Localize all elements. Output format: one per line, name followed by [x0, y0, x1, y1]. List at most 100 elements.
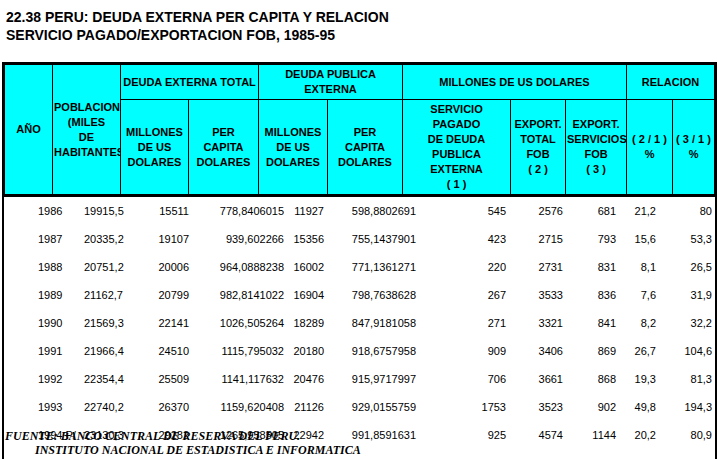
year-cell: 1991 [4, 337, 84, 365]
value-cell: 49,8 [619, 393, 659, 421]
value-cell: 194,3 [659, 393, 715, 421]
year-cell: 1993 [4, 393, 84, 421]
value-cell: 902 [566, 393, 619, 421]
value-cell: 598,8802691 [327, 197, 419, 225]
value-cell: 80 [659, 197, 715, 225]
value-cell: 2715 [509, 225, 566, 253]
value-cell: 25509 [123, 365, 192, 393]
value-cell: 925 [419, 421, 509, 449]
value-cell: 21966,4 [84, 337, 123, 365]
data-table: AÑO POBLACION (MILES DE HABITANTES) DEUD… [2, 62, 717, 459]
col-header-export-total: EXPORT. TOTAL FOB ( 2 ) [511, 100, 566, 196]
span-header-deuda-publica-externa: DEUDA PUBLICA EXTERNA [259, 65, 403, 100]
value-cell: 18289 [287, 309, 327, 337]
table-body-table: 198619915,515511778,840601511927598,8802… [4, 197, 715, 459]
value-cell: 841 [566, 309, 619, 337]
value-cell: 836 [566, 281, 619, 309]
value-cell: 19,6 [619, 449, 659, 459]
page-title: 22.38 PERU: DEUDA EXTERNA PER CAPITA Y R… [6, 8, 389, 44]
title-line-2: SERVICIO PAGADO/EXPORTACION FOB, 1985-95 [6, 26, 389, 44]
col-header-dpe-millones: MILLONES DE US DOLARES [259, 100, 328, 196]
col-header-export-servicios: EXPORT. SERVICIOS FOB ( 3 ) [566, 100, 627, 196]
value-cell: 755,1437901 [327, 225, 419, 253]
value-cell: 24510 [123, 337, 192, 365]
value-cell: 16904 [287, 281, 327, 309]
page: 22.38 PERU: DEUDA EXTERNA PER CAPITA Y R… [0, 0, 718, 459]
value-cell: 20180 [287, 337, 327, 365]
span-header-deuda-externa-total: DEUDA EXTERNA TOTAL [121, 65, 259, 100]
value-cell: 80,9 [659, 421, 715, 449]
year-cell: 1989 [4, 281, 84, 309]
value-cell: 982,8141022 [192, 281, 287, 309]
value-cell: 15511 [123, 197, 192, 225]
value-cell: 831 [566, 253, 619, 281]
value-cell: 22740,2 [84, 393, 123, 421]
value-cell: 20751,2 [84, 253, 123, 281]
table-row: 199021569,3221411026,50526418289847,9181… [4, 309, 715, 337]
value-cell: 26,7 [619, 337, 659, 365]
value-cell: 1144 [566, 421, 619, 449]
value-cell: 32,2 [659, 309, 715, 337]
value-cell: 15356 [287, 225, 327, 253]
span-header-millones-us-dolares: MILLONES DE US DOLARES [403, 65, 627, 100]
value-cell: 2731 [509, 253, 566, 281]
value-cell: 20799 [123, 281, 192, 309]
value-cell: 3523 [509, 393, 566, 421]
value-cell: 918,6757958 [327, 337, 419, 365]
value-cell: 681 [566, 197, 619, 225]
value-cell: 771,1361271 [327, 253, 419, 281]
value-cell: 22141 [123, 309, 192, 337]
value-cell: 8,1 [619, 253, 659, 281]
value-cell: 1093 [419, 449, 509, 459]
value-cell: 869 [566, 337, 619, 365]
value-cell: 21569,3 [84, 309, 123, 337]
col-header-ano: AÑO [5, 65, 53, 196]
value-cell: 267 [419, 281, 509, 309]
col-header-relacion-2-1: ( 2 / 1 ) % [627, 100, 673, 196]
value-cell: 16002 [287, 253, 327, 281]
col-header-det-millones: MILLONES DE US DOLARES [121, 100, 189, 196]
value-cell: 3406 [509, 337, 566, 365]
value-cell: 915,9717997 [327, 365, 419, 393]
value-cell: 220 [419, 253, 509, 281]
value-cell: 11927 [287, 197, 327, 225]
table-row: 198720335,219107939,60226615356755,14379… [4, 225, 715, 253]
table-row: 198619915,515511778,840601511927598,8802… [4, 197, 715, 225]
table-row: 198820751,220006964,088823816002771,1361… [4, 253, 715, 281]
table-row: 199322740,2263701159,62040821126929,0155… [4, 393, 715, 421]
value-cell: 8,2 [619, 309, 659, 337]
value-cell: 3533 [509, 281, 566, 309]
table-row: 199121966,4245101115,79503220180918,6757… [4, 337, 715, 365]
value-cell: 81,3 [659, 365, 715, 393]
value-cell: 778,8406015 [192, 197, 287, 225]
year-cell: 1988 [4, 253, 84, 281]
col-header-dpe-per-capita: PER CAPITA DOLARES [328, 100, 403, 196]
year-cell: 1992 [4, 365, 84, 393]
value-cell: 1159,620408 [192, 393, 287, 421]
value-cell: 20006 [123, 253, 192, 281]
value-cell: 929,0155759 [327, 393, 419, 421]
value-cell: 88,6 [659, 449, 715, 459]
value-cell: 909 [419, 337, 509, 365]
value-cell: 21162,7 [84, 281, 123, 309]
value-cell: 423 [419, 225, 509, 253]
value-cell: 21,2 [619, 197, 659, 225]
value-cell: 20335,2 [84, 225, 123, 253]
col-header-det-per-capita: PER CAPITA DOLARES [189, 100, 259, 196]
value-cell: 19,3 [619, 365, 659, 393]
value-cell: 847,9181058 [327, 309, 419, 337]
value-cell: 2576 [509, 197, 566, 225]
value-cell: 20476 [287, 365, 327, 393]
year-cell: 1986 [4, 197, 84, 225]
value-cell: 4574 [509, 421, 566, 449]
value-cell: 1026,505264 [192, 309, 287, 337]
source-line-2: INSTITUTO NACIONAL DE ESTADISTICA E INFO… [5, 443, 361, 457]
value-cell: 793 [566, 225, 619, 253]
table-row: 199222354,4255091141,11763220476915,9717… [4, 365, 715, 393]
value-cell: 104,6 [659, 337, 715, 365]
value-cell: 1753 [419, 393, 509, 421]
value-cell: 3661 [509, 365, 566, 393]
table-row: 198921162,720799982,814102216904798,7638… [4, 281, 715, 309]
year-cell: 1987 [4, 225, 84, 253]
value-cell: 939,602266 [192, 225, 287, 253]
